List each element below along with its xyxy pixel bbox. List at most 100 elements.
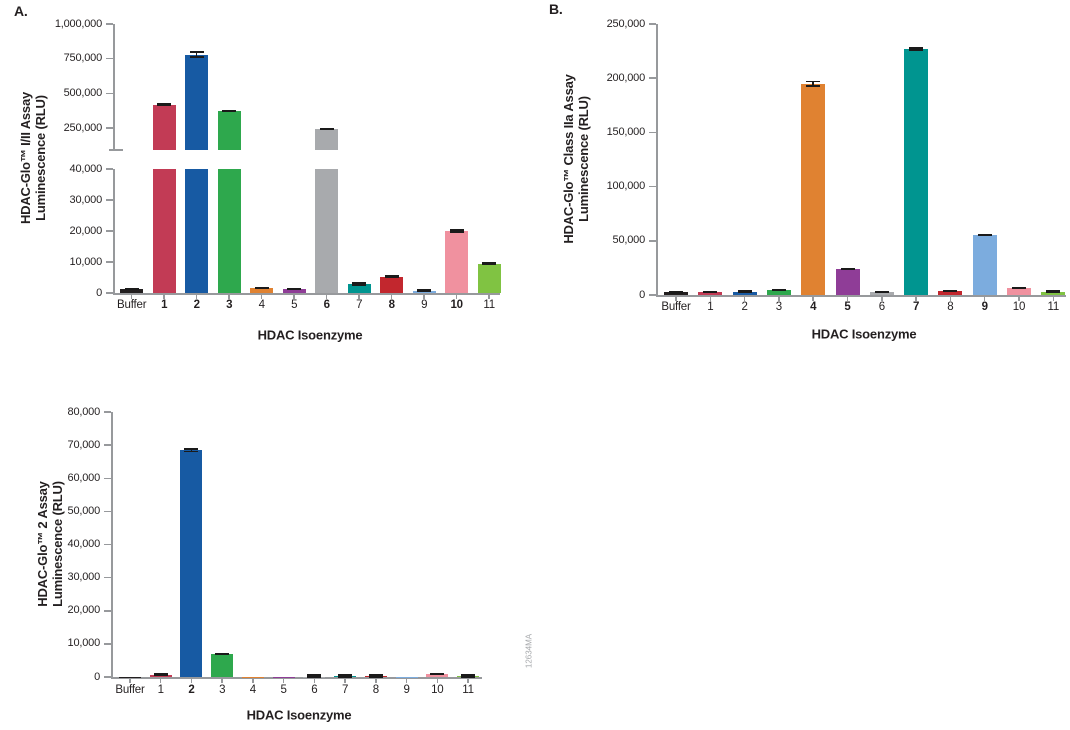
panel-a-label: A. [14, 3, 28, 19]
x-tick-label-10: 10 [1012, 301, 1026, 313]
bar-8 [938, 290, 963, 295]
error-bar-cap-top [909, 46, 924, 49]
y-tick [106, 199, 113, 201]
y-axis-line [111, 412, 113, 677]
x-tick-label-8: 8 [947, 301, 954, 313]
y-axis-line [113, 24, 115, 150]
bar-9 [412, 290, 436, 293]
bar-3 [217, 169, 241, 293]
y-tick-label: 40,000 [67, 538, 101, 550]
error-bar-cap-bottom [1046, 290, 1061, 293]
panel-b-x-axis-title: HDAC Isoenzyme [811, 326, 917, 342]
error-bar-cap-bottom [384, 276, 399, 279]
x-tick [812, 297, 814, 301]
bar-8 [380, 276, 404, 293]
x-tick-label-buffer: Buffer [661, 301, 691, 313]
error-bar-cap-bottom [215, 653, 230, 655]
bar-5 [835, 268, 860, 295]
y-tick [104, 411, 111, 413]
x-tick [190, 679, 193, 683]
x-tick-label-1: 1 [157, 684, 164, 696]
error-bar-cap-bottom [669, 290, 683, 293]
error-bar-cap-bottom [307, 674, 322, 676]
error-bar-cap-bottom [184, 450, 199, 453]
y-tick [106, 230, 113, 232]
y-tick [106, 168, 113, 170]
x-tick-label-1: 1 [161, 299, 168, 311]
x-tick-label-5: 5 [280, 684, 287, 696]
y-tick-label: 10,000 [67, 637, 101, 650]
bar-5 [282, 288, 306, 293]
error-bar-cap-bottom [771, 288, 786, 291]
x-tick [455, 295, 458, 299]
error-bar-cap-bottom [1012, 287, 1026, 290]
y-tick [104, 543, 111, 546]
error-bar-cap-bottom [124, 288, 139, 291]
y-tick-label: 50,000 [67, 504, 101, 517]
x-tick [405, 679, 408, 683]
x-tick [130, 295, 133, 299]
x-tick-label-4: 4 [249, 684, 256, 696]
error-bar-cap-bottom [449, 231, 464, 234]
x-axis-line [113, 293, 500, 295]
bar-2 [180, 450, 203, 677]
y-tick [106, 292, 113, 294]
error-bar-cap-bottom [806, 84, 821, 87]
error-bar-cap-bottom [737, 290, 752, 293]
error-bar-cap-top [771, 289, 786, 292]
y-tick [649, 240, 656, 242]
bar-6 [869, 291, 894, 295]
error-bar-cap-bottom [703, 290, 718, 293]
y-tick-label: 20,000 [69, 224, 103, 237]
error-bar-cap-bottom [254, 287, 269, 290]
x-tick [228, 295, 230, 299]
y-tick [649, 185, 656, 188]
x-tick [252, 679, 254, 683]
bar-4 [801, 83, 826, 295]
x-tick [390, 295, 393, 299]
error-bar-cap-bottom [189, 55, 204, 58]
x-tick-label-8: 8 [372, 684, 379, 696]
x-tick-label-5: 5 [291, 299, 298, 311]
error-bar-cap-top [368, 675, 383, 678]
y-tick-label: 40,000 [69, 162, 103, 175]
x-tick [675, 297, 677, 301]
x-tick [358, 295, 360, 299]
x-tick-label-6: 6 [323, 299, 330, 311]
bar-2 [732, 291, 757, 295]
x-tick-label-6: 6 [878, 301, 885, 313]
x-tick-label-3: 3 [226, 299, 233, 311]
x-tick [163, 295, 165, 299]
x-tick-label-2: 2 [193, 299, 200, 311]
error-bar-cap-top [157, 102, 172, 105]
x-tick-label-10: 10 [450, 299, 463, 311]
x-tick [344, 679, 346, 683]
x-tick-label-2: 2 [741, 301, 748, 313]
x-tick-label-9: 9 [403, 684, 410, 696]
y-tick-label: 1,000,000 [54, 17, 102, 30]
error-bar-cap-bottom [461, 674, 476, 676]
bar-6 [315, 128, 339, 150]
x-tick [282, 679, 285, 683]
bar-10 [445, 231, 469, 293]
y-tick-label: 0 [639, 288, 645, 301]
error-bar-cap-top [449, 228, 464, 231]
error-bar-cap-bottom [482, 263, 497, 266]
y-tick-label: 250,000 [63, 121, 103, 134]
bar-1 [152, 104, 176, 150]
y-tick-label: 500,000 [63, 86, 103, 99]
x-tick [129, 679, 131, 683]
bar-1 [152, 169, 176, 293]
x-tick-label-4: 4 [810, 301, 817, 313]
x-tick [436, 679, 439, 683]
error-bar-cap-bottom [977, 234, 992, 237]
error-bar-line [358, 282, 360, 286]
error-bar-cap-top [352, 282, 367, 284]
x-tick [846, 297, 849, 301]
error-bar-line [812, 80, 814, 87]
y-tick-label: 200,000 [606, 71, 646, 84]
x-tick-label-8: 8 [388, 299, 395, 311]
y-tick-label: 30,000 [67, 571, 101, 584]
